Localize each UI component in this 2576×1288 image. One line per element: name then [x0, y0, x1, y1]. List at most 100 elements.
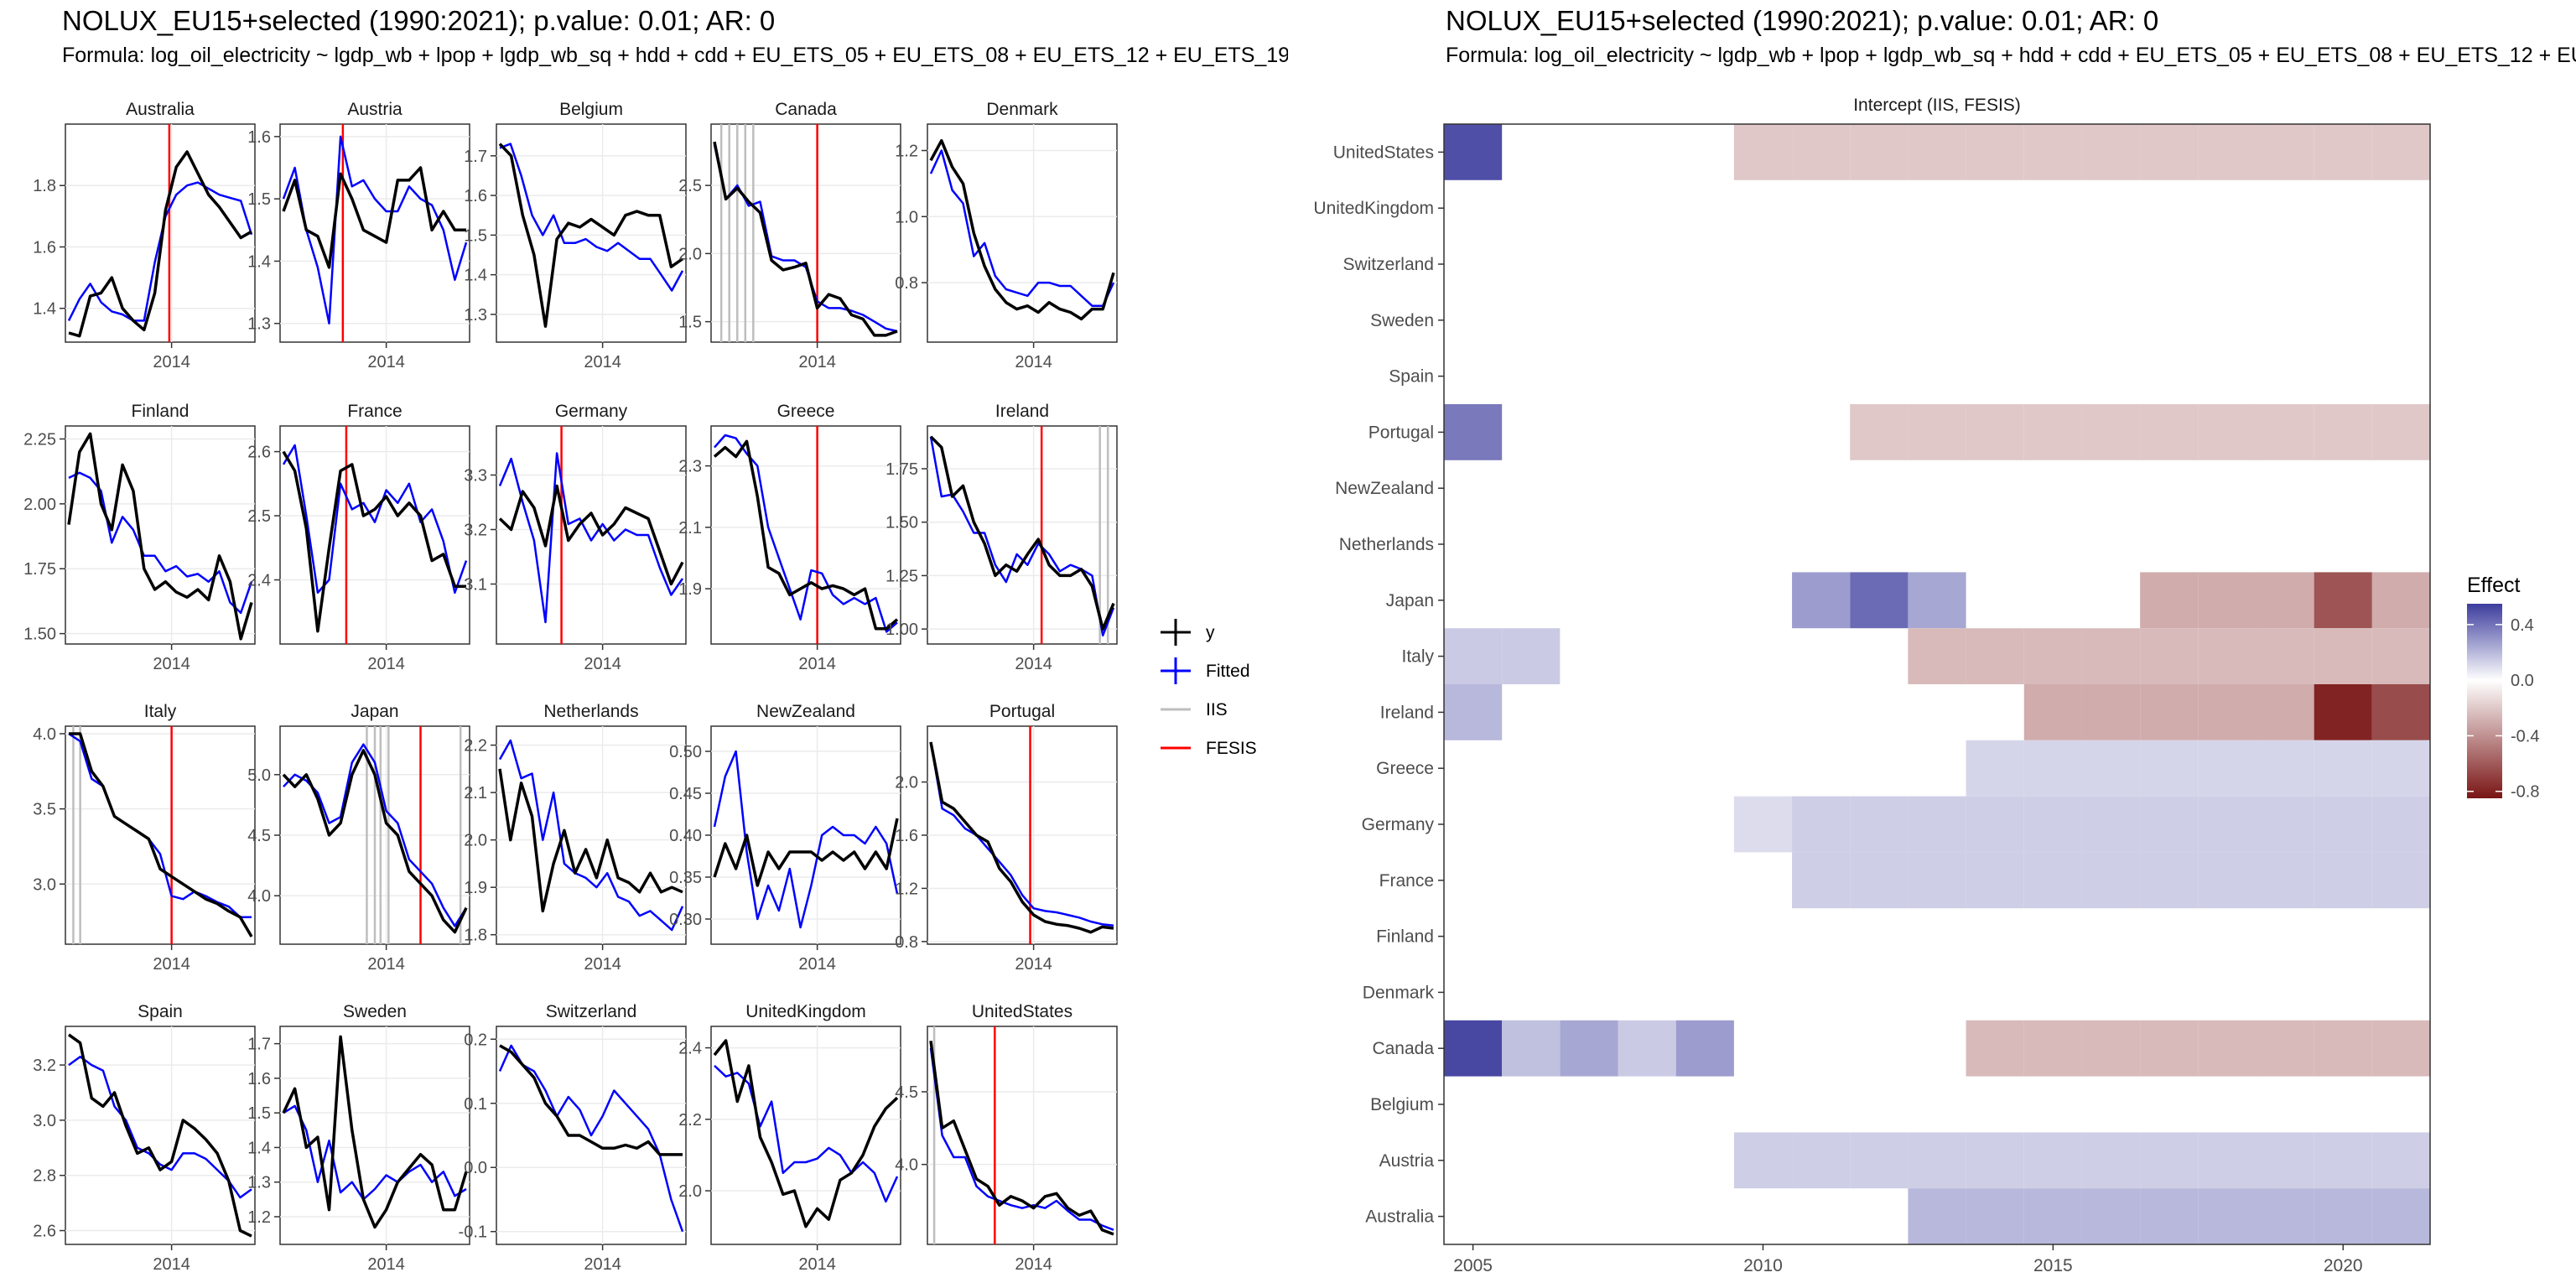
heatmap-cell-canada-2007 — [1560, 1020, 1618, 1077]
heatmap-cell-canada-2009 — [1675, 1020, 1734, 1077]
heatmap-cell-greece-2014 — [1966, 740, 2024, 797]
facet-title-germany: Germany — [555, 402, 628, 421]
heatmap-cell-portugal-2019 — [2256, 404, 2314, 460]
facet-finland: Finland 1.50 1.75 2.00 2.25 2014 — [23, 402, 256, 673]
facet-title-newzealand: NewZealand — [756, 702, 855, 721]
heatmap-cell-greece-2016 — [2081, 740, 2141, 797]
heatmap-cell-canada-2005 — [1444, 1020, 1503, 1077]
heatmap-cell-austria-2017 — [2140, 1132, 2199, 1189]
facet-title-portugal: Portugal — [989, 702, 1055, 721]
heatmap-cell-germany-2013 — [1908, 796, 1966, 853]
facet-title-switzerland: Switzerland — [546, 1002, 637, 1021]
legend-label-y: y — [1206, 623, 1215, 642]
row-label-france: France — [1379, 871, 1434, 891]
facet-portugal: Portugal 0.8 1.2 1.6 2.0 2014 — [895, 702, 1118, 974]
heatmap-cell-unitedstates-2021 — [2371, 124, 2430, 180]
panel-frame-canada — [710, 123, 901, 343]
heatmap-cell-austria-2019 — [2256, 1132, 2314, 1189]
heatmap-cell-austria-2010 — [1733, 1132, 1793, 1189]
heatmap-cell-germany-2018 — [2198, 796, 2257, 853]
fitted-line-unitedstates — [929, 1047, 1114, 1231]
heatmap-cell-portugal-2021 — [2371, 404, 2430, 460]
heatmap-chart: Intercept (IIS, FESIS) UnitedStates United… — [1313, 96, 2539, 1275]
heatmap-cell-austria-2016 — [2081, 1132, 2141, 1189]
heatmap-cell-germany-2016 — [2081, 796, 2141, 853]
facet-title-ireland: Ireland — [995, 402, 1049, 421]
facet-title-italy: Italy — [144, 702, 177, 721]
row-label-germany: Germany — [1362, 815, 1435, 834]
y-tick-label-canada: 1.5 — [678, 314, 702, 332]
heatmap-cell-italy-2006 — [1502, 628, 1561, 684]
gridlines-denmark — [927, 124, 1117, 342]
y-tick-label-finland: 1.75 — [23, 560, 56, 579]
y-tick-label-japan: 4.5 — [247, 827, 271, 845]
row-label-ireland: Ireland — [1380, 703, 1434, 722]
y-tick-label-belgium: 1.7 — [464, 148, 487, 166]
heatmap-cell-ireland-2019 — [2256, 684, 2314, 740]
legend-tick-label: 0.4 — [2511, 616, 2534, 635]
facet-title-sweden: Sweden — [343, 1002, 407, 1021]
heatmap-cell-germany-2012 — [1850, 796, 1909, 853]
facet-italy: Italy 3.0 3.5 4.0 2014 — [33, 702, 256, 974]
y-tick-label-switzerland: 0.1 — [464, 1095, 487, 1114]
y-line-portugal — [929, 741, 1114, 934]
y-tick-label-portugal: 1.2 — [895, 880, 918, 898]
heatmap-cell-australia-2019 — [2256, 1188, 2314, 1244]
legend-tick-label: 0.0 — [2511, 672, 2534, 690]
fitted-line-belgium — [499, 143, 684, 292]
gridlines-sweden — [280, 1026, 470, 1244]
heatmap-cell-italy-2019 — [2256, 628, 2314, 684]
gridlines-switzerland — [496, 1026, 686, 1244]
heatmap-cell-australia-2021 — [2371, 1188, 2430, 1244]
panel-frame-unitedkingdom — [710, 1026, 901, 1245]
y-tick-label-ireland: 1.50 — [886, 514, 918, 532]
legend-title: Effect — [2467, 574, 2521, 597]
facet-ireland: Ireland 1.00 1.25 1.50 1.75 2014 — [886, 402, 1118, 673]
panel-frame-austria — [279, 123, 470, 343]
heatmap-cell-japan-2017 — [2140, 572, 2199, 629]
x-tick-label-spain: 2014 — [153, 1255, 190, 1274]
y-tick-label-unitedkingdom: 2.0 — [678, 1182, 702, 1201]
y-tick-label-switzerland: 0.0 — [464, 1159, 487, 1177]
y-tick-label-switzerland: 0.2 — [464, 1031, 487, 1049]
y-tick-label-italy: 3.0 — [33, 875, 56, 894]
y-tick-label-sweden: 1.6 — [247, 1070, 271, 1088]
x-tick-label-unitedstates: 2014 — [1015, 1255, 1052, 1274]
heatmap-cell-france-2021 — [2371, 852, 2430, 909]
y-tick-label-unitedstates: 4.5 — [895, 1083, 918, 1102]
y-line-france — [282, 450, 466, 633]
facet-title-canada: Canada — [775, 100, 837, 119]
legend-colorbar — [2467, 604, 2502, 798]
heatmap-cell-unitedstates-2010 — [1733, 124, 1793, 180]
row-label-italy: Italy — [1401, 647, 1434, 667]
heatmap-cell-australia-2015 — [2023, 1188, 2082, 1244]
facet-unitedstates: UnitedStates 4.0 4.5 2014 — [895, 1002, 1118, 1274]
y-tick-label-spain: 3.2 — [33, 1057, 56, 1075]
x-tick-label-netherlands: 2014 — [584, 955, 621, 974]
legend-item-iis: IIS — [1161, 700, 1228, 719]
x-tick-label-sweden: 2014 — [367, 1255, 405, 1274]
fitted-line-greece — [714, 434, 898, 633]
heatmap-cell-japan-2011 — [1792, 572, 1851, 629]
y-tick-label-japan: 5.0 — [247, 766, 271, 785]
x-tick-label-australia: 2014 — [153, 353, 190, 371]
heatmap-cell-australia-2013 — [1908, 1188, 1966, 1244]
heatmap-cell-unitedstates-2020 — [2314, 124, 2372, 180]
row-label-australia: Australia — [1365, 1208, 1434, 1227]
y-line-unitedkingdom — [713, 1039, 899, 1228]
y-tick-label-newzealand: 0.45 — [669, 785, 702, 803]
heatmap-cell-japan-2020 — [2314, 572, 2372, 629]
heatmap-cell-austria-2021 — [2371, 1132, 2430, 1189]
facet-austria: Austria 1.3 1.4 1.5 1.6 2014 — [247, 100, 470, 371]
y-line-sweden — [282, 1035, 468, 1229]
facet-unitedkingdom: UnitedKingdom 2.0 2.2 2.4 2014 — [678, 1002, 901, 1274]
y-tick-label-denmark: 0.8 — [895, 274, 918, 293]
y-tick-label-france: 2.6 — [247, 444, 271, 462]
heatmap-cell-italy-2018 — [2198, 628, 2257, 684]
legend-item-y: y — [1161, 619, 1215, 646]
y-tick-label-italy: 4.0 — [33, 725, 56, 744]
fitted-line-denmark — [929, 149, 1115, 307]
panel-frame-denmark — [927, 123, 1118, 343]
heatmap-cell-canada-2015 — [2023, 1020, 2082, 1077]
y-tick-label-canada: 2.5 — [678, 177, 702, 195]
